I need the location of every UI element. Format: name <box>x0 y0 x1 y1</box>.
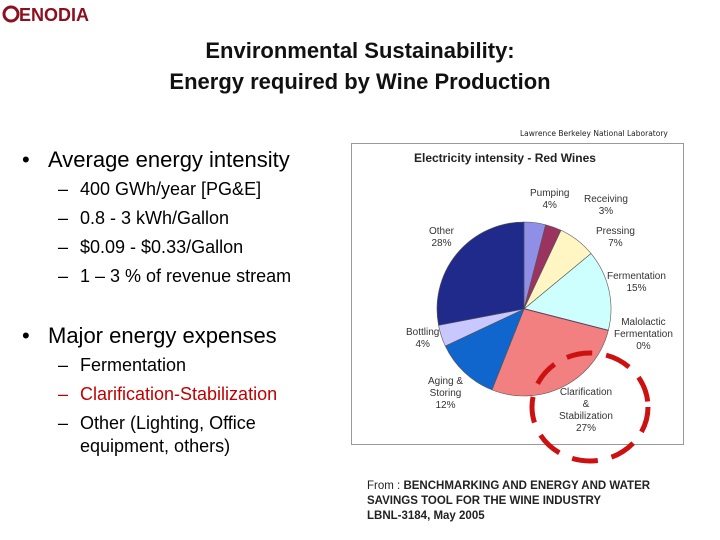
sub-bullet-text: Fermentation <box>80 355 187 375</box>
highlight-circle <box>529 350 651 464</box>
sub-bullet-text: equipment, others) <box>80 436 231 456</box>
pie-slice-aging-storing <box>444 308 525 391</box>
citation: From : BENCHMARKING AND ENERGY AND WATER… <box>367 479 650 524</box>
bullet-expenses: • Major energy expenses <box>22 321 352 351</box>
sub-bullet: – Fermentation <box>58 355 187 375</box>
sub-bullet: – $0.09 - $0.33/Gallon <box>58 237 244 257</box>
label-receiving-name: Receiving <box>584 194 628 205</box>
label-bottling: Bottling 4% <box>406 327 439 351</box>
label-receiving: Receiving 3% <box>584 194 628 218</box>
bullet-intensity-heading: Average energy intensity <box>48 147 290 172</box>
label-malolactic-line2: Fermentation <box>614 329 673 340</box>
label-pumping: Pumping 4% <box>530 188 569 212</box>
label-aging-line2: Storing <box>429 388 462 399</box>
label-other-name: Other <box>429 226 455 237</box>
label-malolactic-line1: Malolactic <box>621 317 666 328</box>
sub-bullet-text: Other (Lighting, Office <box>80 413 256 433</box>
label-fermentation-name: Fermentation <box>607 271 666 282</box>
title-line-2: Energy required by Wine Production <box>169 69 551 94</box>
citation-from: From : <box>367 480 401 492</box>
label-clarification-line3: Stabilization <box>559 411 613 422</box>
label-pressing: Pressing 7% <box>596 226 635 250</box>
label-bottling-name: Bottling <box>406 327 440 338</box>
sub-bullet: –1 – 3 % of revenue stream <box>58 266 292 286</box>
label-pressing-name: Pressing <box>596 226 635 237</box>
label-malolactic: Malolactic Fermentation 0% <box>614 317 673 353</box>
bullet-dot: • <box>22 323 30 348</box>
bullet-list: • Average energy intensity –400 GWh/year … <box>22 145 352 461</box>
oenodia-logo: ENODIA <box>2 5 89 25</box>
label-clarification-line2: & <box>582 399 590 410</box>
citation-line-1: From : BENCHMARKING AND ENERGY AND WATER <box>367 479 650 494</box>
label-other: Other 28% <box>429 226 454 250</box>
bullet-dot: • <box>22 147 30 172</box>
label-fermentation-value: 15% <box>626 283 647 294</box>
citation-title-1: BENCHMARKING AND ENERGY AND WATER <box>403 480 651 492</box>
bullet-expenses-heading: Major energy expenses <box>48 323 277 348</box>
bullet-intensity: • Average energy intensity <box>22 145 352 175</box>
label-aging: Aging & Storing 12% <box>428 376 463 412</box>
pie-chart: Electricity intensity - Red Wines Pumpin… <box>351 143 684 445</box>
label-aging-line1: Aging & <box>428 376 464 387</box>
sub-bullet-text: $0.09 - $0.33/Gallon <box>80 237 244 257</box>
source-note: Lawrence Berkeley National Laboratory <box>520 129 668 138</box>
label-pumping-value: 4% <box>542 200 557 211</box>
label-clarification-line1: Clarification <box>559 387 613 398</box>
sub-bullet-text: 1 – 3 % of revenue stream <box>80 266 292 286</box>
citation-line-3: LBNL-3184, May 2005 <box>367 510 485 522</box>
sub-bullet-text: Clarification-Stabilization <box>80 384 278 404</box>
pie-slice-fermentation <box>523 253 612 332</box>
label-fermentation: Fermentation 15% <box>607 271 666 295</box>
chart-title: Electricity intensity - Red Wines <box>414 151 596 165</box>
label-receiving-value: 3% <box>598 206 614 217</box>
label-malolactic-value: 0% <box>636 341 651 352</box>
sub-bullet: –400 GWh/year [PG&E] <box>58 179 262 199</box>
citation-line-2: SAVINGS TOOL FOR THE WINE INDUSTRY <box>367 495 602 507</box>
pie-svg <box>436 221 612 397</box>
label-clarification: Clarification & Stabilization 27% <box>559 387 613 435</box>
sub-bullet-text: 0.8 - 3 kWh/Gallon <box>80 208 230 228</box>
pie-slice-clarification-stabilization <box>491 308 609 397</box>
sub-bullet-text: 400 GWh/year [PG&E] <box>80 179 262 199</box>
slide-title: Environmental Sustainability: Energy req… <box>0 35 720 97</box>
title-line-1: Environmental Sustainability: <box>205 38 515 63</box>
svg-text:ENODIA: ENODIA <box>19 5 89 25</box>
pie-slice-other <box>436 221 525 326</box>
label-other-value: 28% <box>431 238 452 249</box>
label-pumping-name: Pumping <box>530 188 570 199</box>
sub-bullet-highlight: – Clarification-Stabilization <box>58 384 278 404</box>
label-aging-value: 12% <box>435 400 456 411</box>
label-bottling-value: 4% <box>415 339 430 350</box>
label-pressing-value: 7% <box>608 238 623 249</box>
sub-bullet-continuation: equipment, others) <box>58 432 352 461</box>
sub-bullet: –0.8 - 3 kWh/Gallon <box>58 208 230 228</box>
sub-bullet: – Other (Lighting, Office <box>58 413 256 433</box>
label-clarification-value: 27% <box>575 423 596 434</box>
